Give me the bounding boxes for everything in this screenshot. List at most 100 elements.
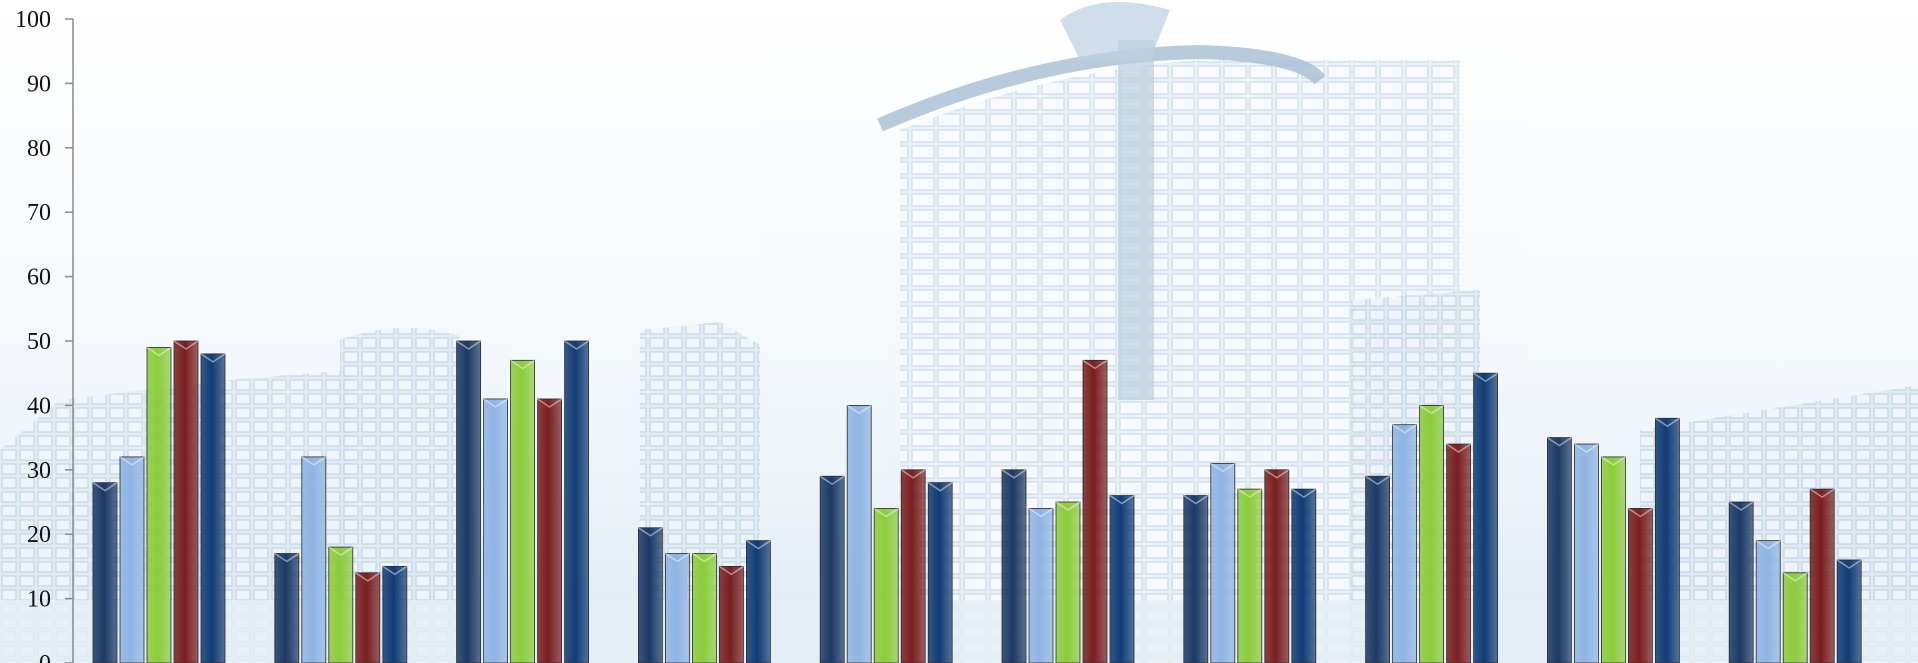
bar-highlight xyxy=(691,552,717,563)
bar-highlight xyxy=(355,572,381,582)
bar-highlight xyxy=(1473,372,1499,383)
bar-series-2-category-4 xyxy=(665,553,690,663)
bar-series-3-category-3 xyxy=(510,359,536,663)
bar-series-3-category-1 xyxy=(146,347,172,663)
y-tick-label: 60 xyxy=(27,265,51,291)
bar-highlight xyxy=(146,346,172,357)
bar-highlight xyxy=(745,540,771,550)
bar-highlight xyxy=(1654,417,1680,428)
bar-series-1-category-3 xyxy=(456,340,482,663)
bar-series-3-category-6 xyxy=(1055,501,1081,663)
bar-series-1-category-1 xyxy=(92,482,118,663)
bar-series-2-category-3 xyxy=(483,398,509,663)
bar-series-2-category-5 xyxy=(846,404,872,663)
bar-series-4-category-3 xyxy=(537,398,562,663)
bar-highlight xyxy=(1291,488,1317,499)
bar-highlight xyxy=(328,546,354,556)
bar-highlight xyxy=(1782,572,1808,582)
bar-series-1-category-2 xyxy=(274,553,300,663)
bar-highlight xyxy=(927,482,953,492)
bar-highlight xyxy=(382,565,408,576)
bar-highlight xyxy=(564,340,590,350)
bar-highlight xyxy=(1392,424,1418,434)
bar-highlight xyxy=(1836,559,1862,569)
bar-highlight xyxy=(510,359,536,370)
bar-series-3-category-10 xyxy=(1782,572,1808,663)
bar-highlight xyxy=(1210,462,1236,473)
bar-series-5-category-10 xyxy=(1836,559,1862,663)
bar-series-5-category-3 xyxy=(564,340,589,663)
bar-highlight xyxy=(1028,507,1054,518)
bar-highlight xyxy=(483,398,509,408)
bar-highlight xyxy=(274,552,300,563)
bar-series-2-category-8 xyxy=(1392,424,1417,663)
bar-highlight xyxy=(1237,488,1263,499)
bar-series-5-category-5 xyxy=(927,482,953,663)
bar-series-1-category-7 xyxy=(1183,495,1209,663)
bar-series-1-category-5 xyxy=(819,475,845,663)
bar-highlight xyxy=(1546,436,1572,447)
bar-series-2-category-2 xyxy=(301,456,327,663)
bar-highlight xyxy=(819,475,845,486)
bar-highlight xyxy=(1109,494,1135,505)
bar-highlight xyxy=(718,565,744,576)
bar-series-3-category-7 xyxy=(1237,488,1263,663)
bar-series-4-category-10 xyxy=(1809,488,1835,663)
bar-highlight xyxy=(664,552,690,563)
bar-series-4-category-2 xyxy=(355,572,381,663)
y-tick-label: 0 xyxy=(39,651,51,663)
y-tick-label: 10 xyxy=(27,587,51,613)
y-tick-label: 70 xyxy=(27,200,51,226)
bar-highlight xyxy=(1419,404,1445,415)
bar-highlight xyxy=(637,527,663,537)
bar-highlight xyxy=(1728,501,1754,511)
bar-series-4-category-7 xyxy=(1264,469,1290,663)
bar-series-2-category-1 xyxy=(119,456,145,663)
bar-series-5-category-8 xyxy=(1473,372,1498,663)
bar-highlight xyxy=(873,507,899,518)
bar-highlight xyxy=(1573,443,1599,453)
bar-series-5-category-4 xyxy=(746,540,771,663)
bar-highlight xyxy=(537,398,563,408)
bar-highlight xyxy=(1264,469,1290,479)
bar-series-3-category-4 xyxy=(692,553,717,663)
bar-series-1-category-4 xyxy=(638,527,663,663)
axes: 0 10 20 30 40 50 60 70 80 90 100 xyxy=(15,7,74,663)
bar-series-3-category-8 xyxy=(1419,404,1444,663)
bar-series-5-category-9 xyxy=(1655,417,1680,663)
bar-series-3-category-2 xyxy=(328,546,354,663)
bar-highlight xyxy=(200,353,226,363)
bar-series-5-category-7 xyxy=(1291,488,1317,663)
bar-highlight xyxy=(301,456,327,466)
bar-highlight xyxy=(92,482,118,492)
bar-series-4-category-8 xyxy=(1446,443,1471,663)
bar-highlight xyxy=(1055,501,1081,511)
bar-series-2-category-6 xyxy=(1028,508,1054,663)
bar-series-4-category-4 xyxy=(719,566,744,663)
bar-series-1-category-8 xyxy=(1365,475,1390,663)
bar-series-4-category-5 xyxy=(900,469,926,663)
y-tick-label: 50 xyxy=(27,329,51,355)
bar-highlight xyxy=(1001,469,1027,479)
bar-highlight xyxy=(846,404,872,415)
y-tick-label: 80 xyxy=(27,136,51,162)
bar-series-3-category-9 xyxy=(1601,456,1626,663)
bar-highlight xyxy=(1446,443,1472,453)
bar-highlight xyxy=(1600,456,1626,466)
bar-series-1-category-10 xyxy=(1728,501,1754,663)
bar-series-1-category-9 xyxy=(1547,437,1572,663)
bar-highlight xyxy=(1183,494,1209,505)
y-tick-label: 100 xyxy=(15,7,51,33)
bar-highlight xyxy=(173,340,199,350)
bar-highlight xyxy=(1809,488,1835,499)
y-tick-label: 30 xyxy=(27,458,51,484)
bar-series-3-category-5 xyxy=(873,508,899,663)
bar-highlight xyxy=(1082,359,1108,370)
bar-series-5-category-6 xyxy=(1109,495,1135,663)
bar-highlight xyxy=(1365,475,1391,486)
bar-series-2-category-9 xyxy=(1574,443,1599,663)
bar-series-4-category-6 xyxy=(1082,359,1108,663)
bar-highlight xyxy=(119,456,145,466)
